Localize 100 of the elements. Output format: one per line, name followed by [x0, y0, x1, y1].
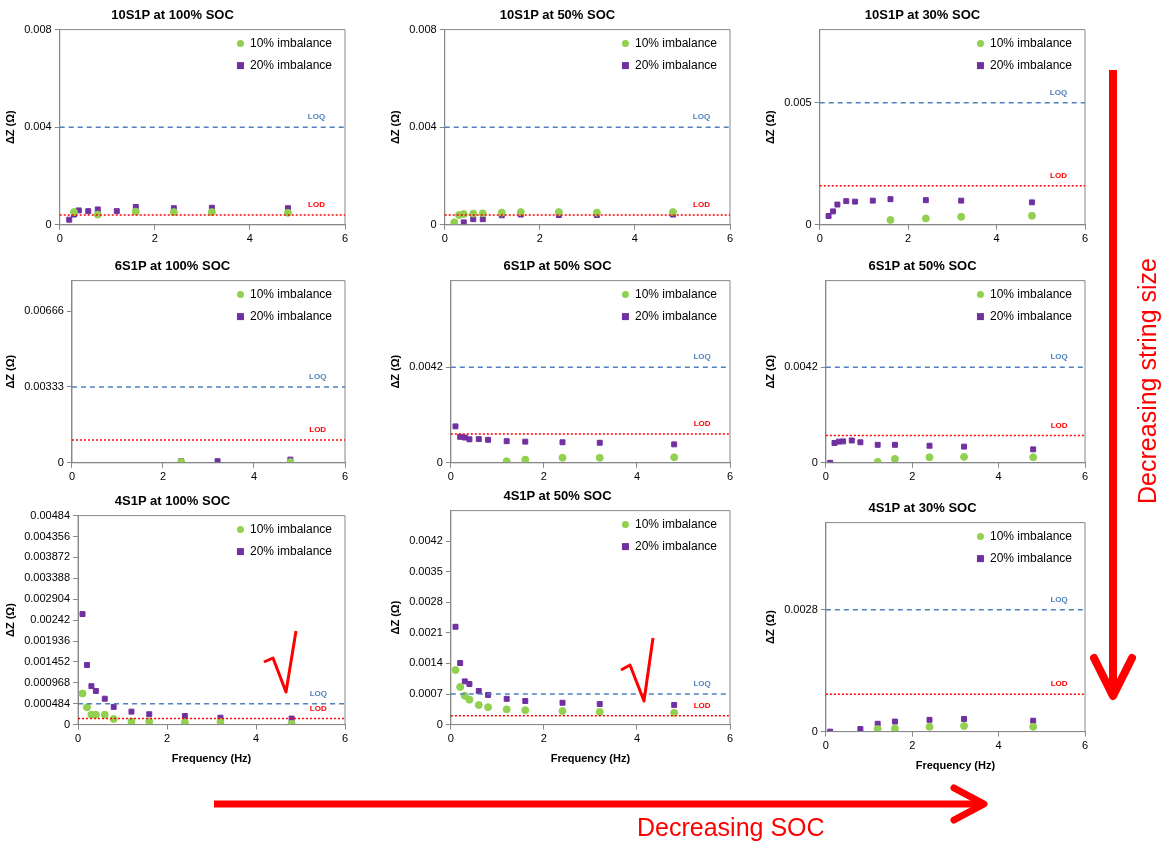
- y-tick-label: 0.000484: [24, 696, 71, 709]
- ref-line-label: LOQ: [309, 688, 327, 698]
- y-tick-label: 0.008: [24, 22, 52, 35]
- y-tick-label: 0.0042: [409, 534, 443, 547]
- x-tick-label: 2: [151, 232, 158, 245]
- x-tick-label: 6: [726, 732, 734, 745]
- ref-line-label: LOQ: [1049, 88, 1068, 97]
- x-tick-label: 6: [1081, 470, 1089, 483]
- y-tick-label: 0.0014: [409, 656, 443, 669]
- legend-label: 10% imbalance: [989, 528, 1073, 543]
- y-tick-label: 0.005: [784, 95, 812, 108]
- x-tick-label: 6: [341, 232, 349, 245]
- ref-line-label: LOQ: [307, 112, 326, 122]
- x-tick-label: 4: [993, 232, 1000, 245]
- x-tick-label: 0: [75, 732, 82, 745]
- y-tick-label: 0: [45, 217, 52, 230]
- chart-title: 6S1P at 50% SOC: [503, 258, 613, 274]
- ref-line-label: LOQ: [1050, 594, 1068, 604]
- x-tick-label: 2: [909, 470, 916, 483]
- ref-line-label: LOD: [1050, 420, 1068, 430]
- legend-label: 10% imbalance: [989, 35, 1073, 50]
- chart-title: 4S1P at 50% SOC: [503, 488, 613, 504]
- y-tick-label: 0.001452: [24, 654, 71, 667]
- y-tick-label: 0.0042: [784, 360, 818, 373]
- chart-title: 6S1P at 100% SOC: [114, 258, 231, 274]
- legend-label: 20% imbalance: [634, 308, 718, 323]
- y-tick-label: 0: [63, 717, 71, 730]
- legend-label: 20% imbalance: [249, 308, 333, 323]
- y-axis-title: ΔZ (Ω): [3, 354, 16, 389]
- y-tick-label: 0.00666: [24, 304, 64, 317]
- ref-line-label: LOQ: [1050, 352, 1068, 362]
- ref-line-label: LOQ: [692, 112, 711, 122]
- ref-line-label: LOQ: [693, 352, 711, 362]
- x-tick-label: 4: [633, 732, 641, 745]
- y-tick-label: 0.002904: [24, 592, 71, 605]
- y-tick-label: 0.0007: [409, 687, 443, 700]
- ref-line-label: LOD: [693, 701, 711, 711]
- x-tick-label: 2: [909, 739, 916, 752]
- y-tick-label: 0.0028: [409, 595, 443, 608]
- x-tick-label: 6: [1081, 739, 1089, 752]
- y-tick-label: 0.0035: [409, 564, 443, 577]
- x-axis-title: Frequency (Hz): [171, 752, 252, 765]
- x-tick-label: 4: [995, 470, 1002, 483]
- legend-label: 10% imbalance: [634, 516, 718, 531]
- x-tick-label: 6: [726, 470, 734, 483]
- y-tick-label: 0.001936: [24, 634, 71, 647]
- y-axis-title: ΔZ (Ω): [388, 354, 401, 389]
- y-tick-label: 0: [436, 717, 443, 730]
- ref-line-label: LOD: [309, 703, 327, 713]
- x-tick-label: 6: [726, 232, 734, 245]
- legend-label: 10% imbalance: [989, 286, 1073, 301]
- x-tick-label: 2: [163, 732, 171, 745]
- legend-label: 10% imbalance: [249, 35, 333, 50]
- legend-label: 10% imbalance: [634, 35, 718, 50]
- y-tick-label: 0: [57, 455, 64, 468]
- x-tick-label: 2: [540, 470, 547, 483]
- legend-label: 10% imbalance: [634, 286, 718, 301]
- x-tick-label: 4: [633, 470, 641, 483]
- x-tick-label: 2: [536, 232, 543, 245]
- x-tick-label: 6: [1081, 232, 1089, 245]
- legend-label: 20% imbalance: [989, 308, 1073, 323]
- y-tick-label: 0: [811, 724, 818, 737]
- legend-label: 10% imbalance: [249, 286, 333, 301]
- y-axis-title: ΔZ (Ω): [3, 602, 16, 638]
- x-tick-label: 4: [250, 470, 258, 483]
- chart-title: 4S1P at 30% SOC: [868, 500, 978, 516]
- text: Decreasing string size: [1133, 258, 1162, 504]
- x-tick-label: 4: [246, 232, 253, 245]
- y-tick-label: 0: [805, 217, 812, 230]
- y-tick-label: 0.004: [24, 120, 52, 133]
- y-tick-label: 0: [436, 455, 443, 468]
- x-tick-label: 2: [540, 732, 547, 745]
- chart-title: 10S1P at 100% SOC: [111, 7, 235, 23]
- y-tick-label: 0.003872: [24, 550, 71, 563]
- y-tick-label: 0.004356: [24, 529, 71, 542]
- legend-label: 20% imbalance: [989, 57, 1073, 72]
- y-axis-title: ΔZ (Ω): [388, 109, 401, 145]
- chart-title: 6S1P at 50% SOC: [868, 258, 978, 274]
- legend-label: 10% imbalance: [249, 521, 333, 536]
- y-tick-label: 0.00484: [30, 508, 71, 521]
- ref-line-label: LOD: [1050, 679, 1068, 689]
- y-axis-title: ΔZ (Ω): [3, 109, 16, 145]
- ref-line-label: LOD: [693, 419, 711, 429]
- y-axis-title: ΔZ (Ω): [763, 609, 776, 645]
- legend-label: 20% imbalance: [634, 538, 718, 553]
- x-tick-label: 0: [822, 739, 829, 752]
- legend-label: 20% imbalance: [989, 550, 1073, 565]
- chart-title: 10S1P at 30% SOC: [864, 7, 981, 23]
- x-tick-label: 6: [341, 732, 349, 745]
- y-tick-label: 0.0028: [784, 602, 818, 615]
- x-tick-label: 4: [631, 232, 638, 245]
- x-tick-label: 0: [822, 470, 829, 483]
- x-axis-title: Frequency (Hz): [550, 752, 631, 765]
- x-tick-label: 0: [447, 732, 454, 745]
- y-tick-label: 0.00242: [30, 613, 71, 626]
- x-tick-label: 2: [159, 470, 167, 483]
- legend-label: 20% imbalance: [249, 543, 333, 558]
- ref-line-label: LOQ: [693, 679, 711, 689]
- x-tick-label: 4: [995, 739, 1002, 752]
- y-axis-title: ΔZ (Ω): [388, 600, 401, 635]
